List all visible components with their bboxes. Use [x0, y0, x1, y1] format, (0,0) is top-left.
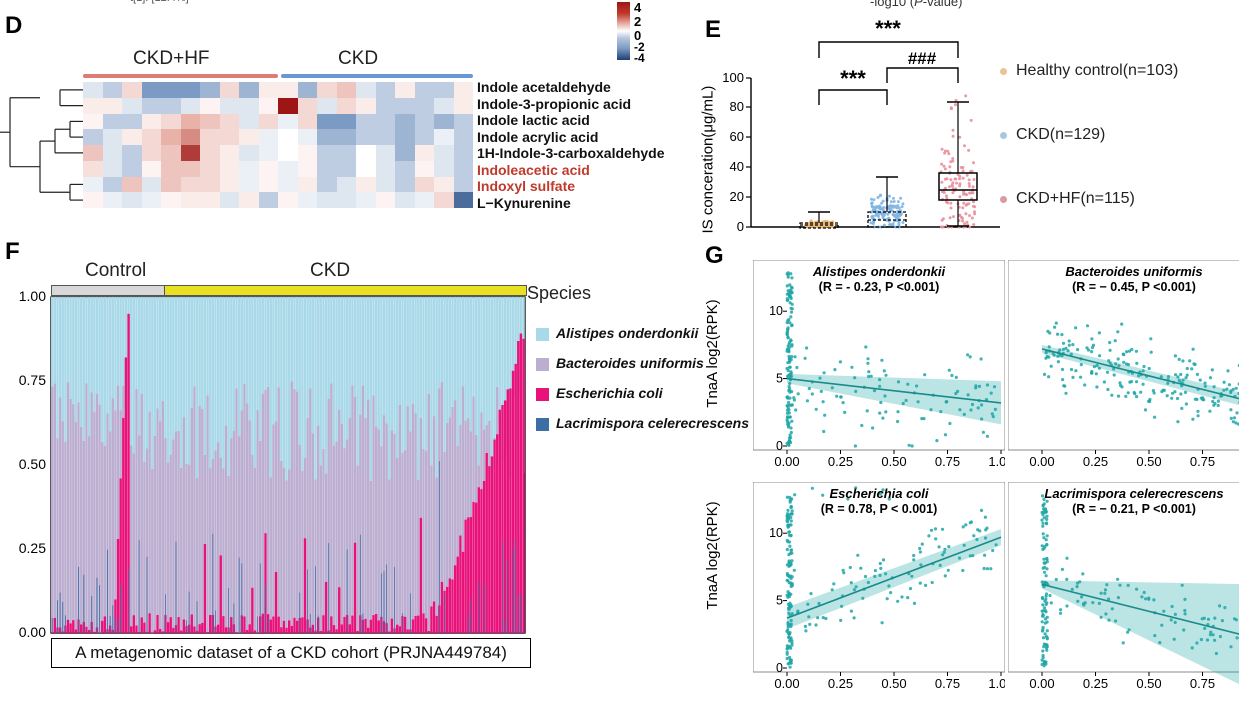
svg-text:0: 0 — [776, 439, 783, 453]
svg-text:0.25: 0.25 — [19, 540, 46, 556]
svg-text:1.00: 1.00 — [988, 676, 1005, 691]
svg-text:0.00: 0.00 — [1029, 454, 1054, 469]
svg-text:10: 10 — [769, 526, 783, 540]
svg-text:0.25: 0.25 — [828, 676, 853, 691]
svg-text:(R = - 0.23, P <0.001): (R = - 0.23, P <0.001) — [819, 280, 940, 294]
svg-text:0.50: 0.50 — [19, 456, 46, 472]
svg-text:***: *** — [875, 16, 901, 41]
svg-text:***: *** — [840, 66, 866, 91]
svg-text:1.00: 1.00 — [19, 288, 46, 304]
svg-text:10: 10 — [769, 304, 783, 318]
svg-text:0.50: 0.50 — [881, 676, 906, 691]
svg-text:Escherichia coli: Escherichia coli — [830, 486, 929, 501]
svg-text:(R = 0.78, P < 0.001): (R = 0.78, P < 0.001) — [821, 502, 938, 516]
svg-text:5: 5 — [776, 372, 783, 386]
svg-text:0.75: 0.75 — [1190, 676, 1215, 691]
svg-text:0.50: 0.50 — [1136, 454, 1161, 469]
svg-text:0: 0 — [776, 661, 783, 675]
svg-text:80: 80 — [730, 99, 744, 114]
svg-text:0.50: 0.50 — [1136, 676, 1161, 691]
svg-text:0.75: 0.75 — [19, 372, 46, 388]
svg-text:20: 20 — [730, 189, 744, 204]
svg-text:1.00: 1.00 — [988, 454, 1005, 469]
svg-text:60: 60 — [730, 129, 744, 144]
svg-text:0.25: 0.25 — [828, 454, 853, 469]
svg-text:0.25: 0.25 — [1083, 454, 1108, 469]
svg-text:0.00: 0.00 — [774, 676, 799, 691]
svg-text:0.75: 0.75 — [935, 454, 960, 469]
svg-text:(R = − 0.21, P <0.001): (R = − 0.21, P <0.001) — [1072, 502, 1196, 516]
svg-text:Lacrimispora celerecrescens: Lacrimispora celerecrescens — [1044, 486, 1223, 501]
svg-text:0.75: 0.75 — [1190, 454, 1215, 469]
svg-text:Alistipes onderdonkii: Alistipes onderdonkii — [812, 264, 946, 279]
svg-text:0.00: 0.00 — [1029, 676, 1054, 691]
svg-text:0.75: 0.75 — [935, 676, 960, 691]
svg-text:0.00: 0.00 — [774, 454, 799, 469]
svg-text:(R = − 0.45, P <0.001): (R = − 0.45, P <0.001) — [1072, 280, 1196, 294]
svg-text:5: 5 — [776, 594, 783, 608]
svg-text:100: 100 — [722, 70, 744, 85]
svg-text:###: ### — [908, 49, 937, 68]
svg-text:0.00: 0.00 — [19, 624, 46, 640]
svg-text:0.50: 0.50 — [881, 454, 906, 469]
svg-text:Bacteroides uniformis: Bacteroides uniformis — [1065, 264, 1202, 279]
svg-text:0.25: 0.25 — [1083, 676, 1108, 691]
svg-text:40: 40 — [730, 159, 744, 174]
